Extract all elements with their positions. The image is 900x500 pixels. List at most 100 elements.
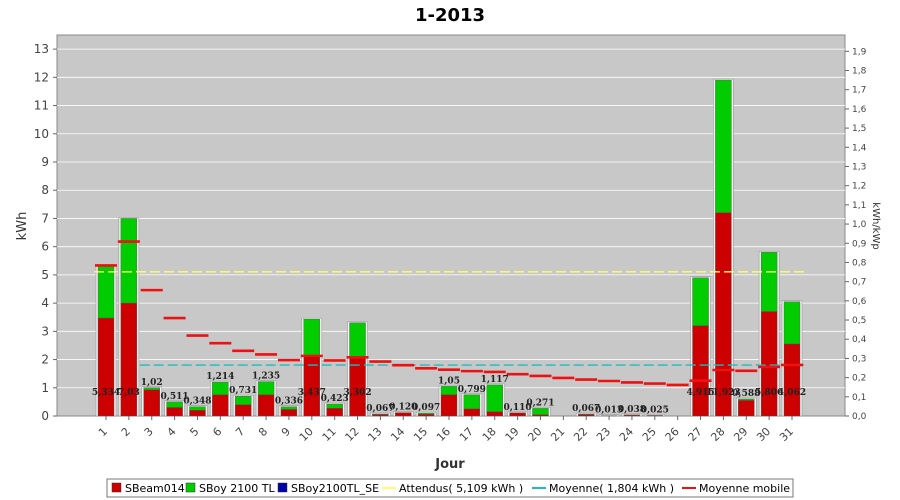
y2-tick-label: 1,4 <box>852 143 867 153</box>
bar-sboy <box>280 406 298 410</box>
bar-sbeam <box>692 325 709 417</box>
bar-sboy <box>120 218 138 304</box>
bar-sbeam <box>395 412 412 417</box>
bar-sbeam <box>326 408 343 417</box>
x-tick-label: 15 <box>411 425 430 444</box>
bar-sbeam <box>280 409 298 417</box>
bar-sboy <box>326 403 343 409</box>
reference-lines <box>94 240 804 387</box>
bar-value-label: 0,588 <box>732 389 760 399</box>
x-tick-label: 22 <box>571 425 590 444</box>
y2-tick-label: 0,1 <box>852 393 866 403</box>
bar-sbeam <box>463 408 481 417</box>
bar-sbeam <box>440 394 458 417</box>
x-tick-label: 11 <box>320 425 339 444</box>
x-tick-label: 14 <box>388 425 407 444</box>
y-tick-label: 12 <box>34 70 49 84</box>
bar-value-label: 0,423 <box>321 394 349 404</box>
y-tick-label: 5 <box>41 268 49 282</box>
bar-value-label: 0,097 <box>412 403 440 413</box>
bar-sboy <box>303 318 320 356</box>
bar-sboy <box>257 381 275 396</box>
x-tick-label: 16 <box>434 425 453 444</box>
bar-value-label: 0,025 <box>641 405 669 415</box>
y2-tick-label: 1,5 <box>852 124 866 134</box>
y2-tick-label: 0,0 <box>852 412 867 422</box>
y2-tick-label: 0,9 <box>852 239 867 249</box>
bar-sbeam <box>212 394 229 417</box>
bar-sboy <box>715 79 732 213</box>
x-tick-label: 29 <box>731 425 750 444</box>
bar-sboy <box>212 381 229 396</box>
x-tick-label: 30 <box>754 425 773 444</box>
bar-sbeam <box>623 414 641 417</box>
bar-sbeam <box>189 410 206 417</box>
y-tick-label: 9 <box>41 155 49 169</box>
bar-sboy <box>532 408 549 416</box>
chart-title: 1-2013 <box>415 5 485 26</box>
bar-value-label: 0,336 <box>275 397 303 407</box>
x-tick-label: 3 <box>142 425 156 439</box>
x-tick-label: 10 <box>297 425 316 444</box>
bar-value-label: 1,117 <box>481 375 509 385</box>
y2-tick-label: 0,5 <box>852 316 866 326</box>
y-axis-label: kWh <box>15 212 30 241</box>
bar-sboy <box>166 401 183 408</box>
y2-tick-label: 0,6 <box>852 297 867 307</box>
bar-value-label: 5,334 <box>92 388 120 398</box>
bar-sbeam <box>97 317 115 417</box>
bar-sboy <box>234 396 252 405</box>
bar-sbeam <box>486 411 503 417</box>
x-tick-label: 25 <box>640 425 659 444</box>
bar-value-label: 0,511 <box>161 392 189 402</box>
bar-value-label: 0,120 <box>389 403 417 413</box>
legend-label: SBoy 2100 TL <box>199 482 275 495</box>
x-tick-label: 7 <box>233 425 247 439</box>
y-tick-label: 0 <box>41 409 49 423</box>
bar-value-label: 4,062 <box>778 388 806 398</box>
legend: SBeam014 SBoy 2100 TL SBoy2100TL_SE Attendu… <box>106 478 794 498</box>
bar-value-label: 1,214 <box>206 372 234 382</box>
x-tick-label: 21 <box>548 425 567 444</box>
y-tick-label: 7 <box>41 211 49 225</box>
x-tick-label: 26 <box>663 425 682 444</box>
bar-sboy <box>189 406 206 411</box>
bar-value-label: 3,437 <box>298 388 326 398</box>
bar-sboy <box>440 386 458 396</box>
y2-tick-label: 1,6 <box>852 105 867 115</box>
bar-value-label: 0,110 <box>504 403 532 413</box>
bar-value-label: 0,013 <box>595 406 623 416</box>
x-axis: 1 2 3 4 5 6 7 8 9 10 11 12 13 14 15 16 17 18 19 20 21 22 23 24 2… <box>96 416 796 444</box>
y2-tick-label: 0,7 <box>852 278 866 288</box>
bar-sboy <box>692 277 709 326</box>
y-tick-label: 13 <box>34 42 49 56</box>
bar-value-label: 0,799 <box>458 385 486 395</box>
bar-sbeam <box>143 389 160 417</box>
bar-value-label: 7,03 <box>118 388 140 398</box>
legend-swatch <box>185 482 196 493</box>
y-tick-label: 4 <box>41 296 49 310</box>
bar-sbeam <box>257 394 275 417</box>
y-tick-label: 8 <box>41 183 49 197</box>
bar-sbeam <box>234 404 252 417</box>
bar-value-label: 0,067 <box>572 404 600 414</box>
bar-sboy <box>486 384 503 412</box>
bar-value-label: 4,915 <box>686 388 714 398</box>
bar-value-label: 0,038 <box>618 405 646 415</box>
y-tick-label: 1 <box>41 381 49 395</box>
bar-value-label: 5,806 <box>755 388 783 398</box>
x-tick-label: 9 <box>279 425 293 439</box>
legend-swatch <box>111 482 122 493</box>
bar-value-label: 0,348 <box>183 397 211 407</box>
bar-sbeam <box>715 212 732 417</box>
x-tick-label: 6 <box>210 425 224 439</box>
bar-sboy <box>97 266 115 319</box>
y-tick-label: 11 <box>34 99 49 113</box>
bar-sboy <box>463 394 481 410</box>
y2-tick-label: 1,1 <box>852 201 866 211</box>
bar-sbeam <box>646 415 663 417</box>
bar-sboy <box>760 252 778 312</box>
